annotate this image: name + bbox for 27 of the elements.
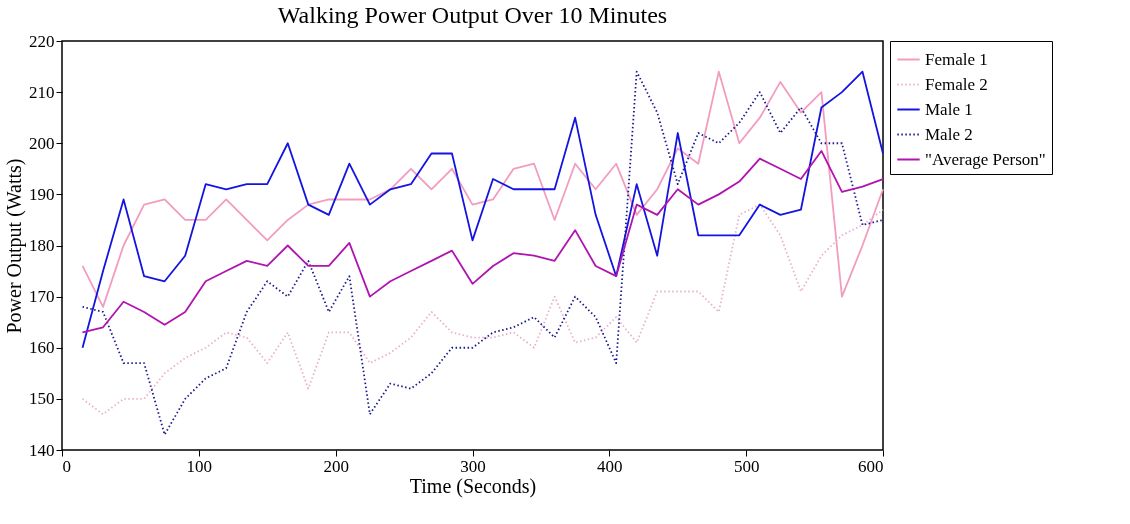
line-series (81, 150, 884, 334)
chart-title: Walking Power Output Over 10 Minutes (277, 2, 668, 28)
y-tick-label: 170 (29, 287, 55, 307)
x-tick-label: 300 (460, 456, 486, 476)
y-tick-label: 150 (29, 389, 55, 409)
x-tick-label: 0 (62, 456, 71, 476)
y-tick-label: 190 (29, 184, 55, 204)
x-tick-label: 600 (858, 456, 884, 476)
y-axis-title: Power Output (Watts) (3, 158, 26, 334)
line-series (81, 203, 884, 416)
x-tick-label: 400 (597, 456, 623, 476)
x-axis-title: Time (Seconds) (409, 474, 537, 498)
legend-label: Female 1 (925, 49, 988, 69)
legend-label: Female 2 (925, 74, 988, 94)
y-tick-label: 160 (29, 338, 55, 358)
y-tick-label: 140 (29, 440, 55, 460)
y-tick-label: 200 (29, 133, 55, 153)
y-tick-label: 220 (29, 31, 55, 51)
legend-label: Male 1 (925, 99, 973, 119)
x-tick-label: 500 (733, 456, 760, 476)
x-tick-label: 100 (186, 456, 213, 476)
y-tick-label: 210 (29, 82, 55, 102)
x-tick-label: 200 (323, 456, 349, 476)
y-tick-label: 180 (29, 236, 55, 255)
legend-label: "Average Person" (925, 149, 1046, 169)
legend-label: Male 2 (925, 124, 973, 144)
line-series (81, 70, 884, 436)
